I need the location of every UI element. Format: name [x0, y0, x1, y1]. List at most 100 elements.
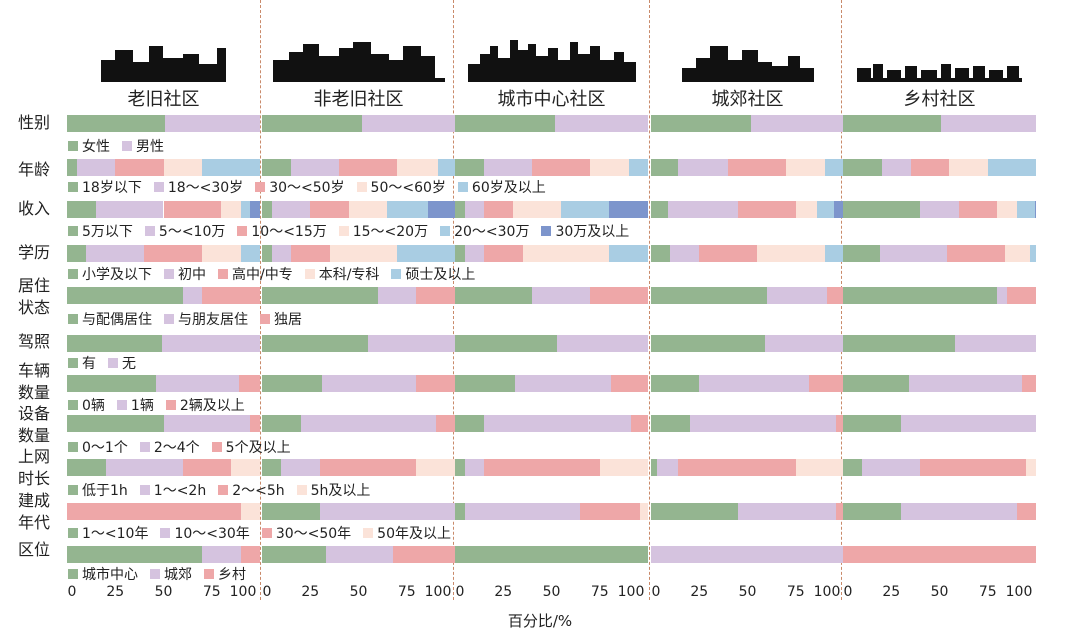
bar-segment [67, 335, 162, 352]
legend-swatch [68, 569, 78, 579]
skyline-icon [857, 64, 1022, 82]
legend-label: 小学及以下 [82, 267, 152, 283]
bar-segment [435, 415, 455, 432]
legend-label: 50～<60岁 [370, 180, 446, 196]
building-shape [941, 64, 951, 82]
building-shape [557, 60, 570, 82]
bar-segment [262, 245, 272, 262]
bar-segment [1035, 201, 1036, 218]
bar-segment [949, 159, 988, 176]
legend-label: 5～<10万 [158, 224, 226, 240]
bar-segment [290, 245, 330, 262]
legend-label: 10～<15万 [251, 224, 327, 240]
bar-segment [557, 335, 648, 352]
legend-label: 1～<10年 [82, 526, 149, 542]
skyline-ground [272, 78, 445, 82]
bar-segment [202, 159, 260, 176]
bar-segment [514, 375, 612, 392]
legend-swatch [108, 358, 118, 368]
legend-item: 30万及以上 [541, 221, 629, 241]
bar-segment [202, 546, 241, 563]
x-tick-label: 50 [542, 584, 561, 600]
skyline-ground [681, 78, 814, 82]
building-shape [479, 54, 490, 82]
skyline-icon [681, 46, 814, 82]
legend: 女性 男性 [68, 137, 164, 155]
legend-item: 初中 [164, 264, 206, 284]
bar-segment [881, 159, 911, 176]
bar-segment [843, 415, 901, 432]
legend-item: 2辆及以上 [165, 395, 245, 415]
panel-title: 城市中心社区 [497, 89, 606, 110]
bar-segment [163, 201, 222, 218]
bar-segment [651, 415, 690, 432]
legend-item: 30～<50岁 [255, 177, 345, 197]
row-label: 设备 [18, 404, 51, 423]
row-label: 上网 [18, 447, 51, 466]
legend-label: 城郊 [164, 567, 192, 583]
building-shape [599, 60, 614, 82]
building-shape [509, 40, 518, 82]
skyline-icon [101, 46, 226, 82]
bar-segment [900, 415, 1036, 432]
legend-label: 与朋友居住 [178, 312, 248, 328]
legend: 小学及以下 初中 高中/中专 本科/专科 硕士及以上 [68, 265, 475, 283]
legend-item: 5万以下 [68, 221, 133, 241]
bar-segment [879, 245, 948, 262]
legend-swatch [356, 182, 367, 192]
x-tick-label: 0 [262, 584, 272, 600]
legend: 有无 [68, 354, 136, 372]
bar-segment [483, 459, 600, 476]
legend-item: 无 [108, 353, 136, 373]
legend-item: 小学及以下 [68, 264, 152, 284]
x-tick-label: 25 [301, 584, 320, 600]
bar-segment [240, 245, 260, 262]
bar-segment [339, 159, 398, 176]
bar-segment [599, 459, 648, 476]
bar-segment [271, 201, 311, 218]
bar-segment [221, 201, 241, 218]
building-shape [115, 50, 133, 82]
legend-item: 5个及以上 [211, 437, 291, 457]
bar-segment [561, 201, 610, 218]
bar-segment [1022, 375, 1036, 392]
building-shape [163, 58, 183, 82]
x-tick-label: 100 [813, 584, 841, 600]
legend-swatch [139, 485, 150, 495]
bar-segment [262, 159, 291, 176]
bar-segment [455, 245, 465, 262]
legend-swatch [122, 141, 132, 151]
bar-segment [668, 201, 738, 218]
legend-swatch [68, 141, 78, 151]
building-shape [535, 56, 548, 82]
building-shape [577, 54, 590, 82]
bar-segment [651, 375, 700, 392]
building-shape [727, 60, 742, 82]
skyline-ground [857, 78, 1022, 82]
bar-segment [387, 201, 428, 218]
building-shape [497, 58, 510, 82]
legend-swatch [440, 226, 451, 236]
bar-segment [987, 159, 1036, 176]
bar-segment [757, 245, 825, 262]
building-shape [547, 48, 558, 82]
bar-segment [455, 459, 465, 476]
legend-swatch [261, 528, 272, 538]
bar-segment [377, 287, 417, 304]
bar-segment [240, 201, 251, 218]
bar-segment [464, 245, 484, 262]
building-shape [873, 64, 883, 82]
legend-swatch [204, 569, 214, 579]
building-shape [787, 56, 800, 82]
row-label: 时长 [18, 469, 51, 488]
legend-label: 18岁以下 [82, 180, 142, 196]
x-axis-label: 百分比/% [507, 612, 573, 630]
bar-segment [393, 546, 455, 563]
legend-item: 15～<20万 [338, 221, 428, 241]
bar-segment [555, 115, 648, 132]
legend-swatch [68, 314, 78, 324]
bar-segment [900, 503, 1017, 520]
bar-segment [290, 159, 340, 176]
bar-segment [262, 115, 363, 132]
